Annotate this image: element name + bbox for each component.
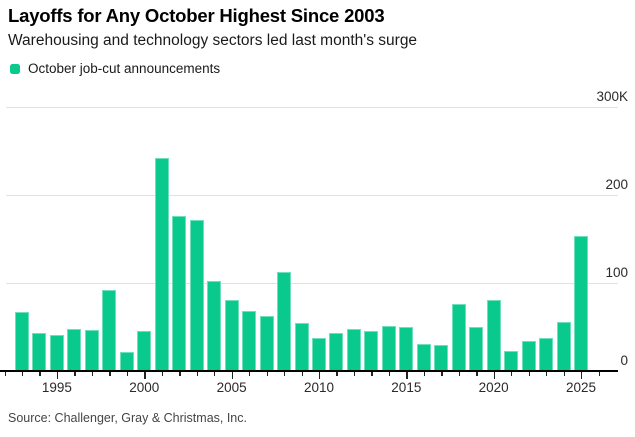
x-axis-tick-2026	[598, 371, 600, 376]
legend-label: October job-cut announcements	[28, 61, 221, 76]
x-axis-label-2020: 2020	[478, 380, 509, 395]
y-axis-label-200: 200	[605, 177, 628, 192]
x-axis-label-1995: 1995	[41, 380, 72, 395]
x-axis-label-2010: 2010	[303, 380, 334, 395]
bar-2006[interactable]	[242, 311, 257, 371]
x-axis-label-2025: 2025	[566, 380, 597, 395]
x-axis-tick-2012	[353, 371, 356, 376]
x-axis-tick-2004	[214, 371, 216, 376]
x-axis-tick-2023	[546, 371, 548, 376]
bar-2019[interactable]	[469, 327, 484, 371]
bar-2001[interactable]	[154, 158, 169, 371]
x-axis-tick-2022	[528, 371, 530, 376]
x-axis-tick-2002	[179, 371, 181, 376]
bar-2018[interactable]	[451, 304, 466, 371]
bar-2008[interactable]	[277, 271, 292, 371]
x-axis-tick-1997	[91, 371, 94, 376]
chart-subtitle: Warehousing and technology sectors led l…	[8, 32, 418, 49]
bar-2013[interactable]	[364, 330, 379, 371]
x-axis-tick-2006	[249, 371, 251, 376]
x-axis-tick-2020	[493, 371, 495, 379]
chart-title: Layoffs for Any October Highest Since 20…	[8, 5, 385, 26]
bar-1997[interactable]	[84, 329, 99, 371]
bar-1996[interactable]	[67, 328, 82, 371]
bar-2005[interactable]	[224, 299, 239, 371]
x-axis-label-2015: 2015	[391, 380, 422, 395]
x-axis-tick-1996	[74, 371, 76, 376]
bar-2012[interactable]	[346, 328, 361, 371]
bar-2010[interactable]	[311, 337, 326, 371]
x-axis-tick-2015	[406, 371, 408, 379]
y-axis-label-100: 100	[605, 265, 628, 280]
x-axis-tick-2021	[511, 371, 513, 376]
x-axis-tick-2011	[336, 371, 338, 376]
x-axis-tick-1995	[56, 371, 59, 379]
bar-2002[interactable]	[172, 216, 187, 371]
bar-1993[interactable]	[15, 312, 29, 371]
x-axis-tick-2013	[371, 371, 373, 376]
bar-2000[interactable]	[137, 331, 152, 371]
bar-2014[interactable]	[381, 326, 396, 371]
x-axis-tick-2008	[284, 371, 286, 376]
bar-2017[interactable]	[434, 344, 449, 371]
x-axis-tick-2005	[231, 371, 233, 379]
gridline-300K	[6, 107, 618, 108]
bar-2021[interactable]	[504, 350, 519, 371]
x-axis-tick-2018	[458, 371, 461, 376]
bar-2004[interactable]	[207, 281, 222, 371]
x-axis-tick-1993	[22, 371, 24, 376]
bar-1995[interactable]	[49, 334, 64, 371]
x-axis-tick-2024	[563, 371, 565, 376]
bar-2024[interactable]	[556, 321, 571, 371]
legend-swatch-icon	[10, 63, 20, 74]
bar-2016[interactable]	[416, 343, 431, 371]
bar-2022[interactable]	[521, 341, 536, 371]
x-axis-label-2005: 2005	[216, 380, 247, 395]
bar-2011[interactable]	[329, 333, 344, 371]
x-axis-tick-1998	[109, 371, 111, 376]
gridline-100	[6, 283, 618, 284]
x-axis-tick-2007	[266, 371, 268, 376]
y-axis-label-0: 0	[620, 353, 628, 368]
chart-legend: October job-cut announcements	[10, 61, 220, 76]
x-axis-tick-2003	[196, 371, 198, 376]
bar-2015[interactable]	[399, 327, 414, 371]
bar-1999[interactable]	[119, 351, 134, 371]
x-axis-tick-1994	[39, 371, 41, 376]
x-axis-tick-1999	[126, 371, 129, 376]
bar-2025[interactable]	[574, 236, 589, 371]
source-attribution: Source: Challenger, Gray & Christmas, In…	[8, 411, 247, 425]
x-axis-tick-2001	[161, 371, 164, 376]
bar-2020[interactable]	[486, 299, 501, 371]
x-axis-tick-2019	[476, 371, 478, 376]
bar-2007[interactable]	[259, 316, 274, 371]
bar-1998[interactable]	[102, 290, 117, 371]
x-axis-tick-2025	[581, 371, 583, 379]
bar-2023[interactable]	[539, 338, 554, 371]
x-axis-tick-2010	[318, 371, 321, 379]
x-axis-tick-1992	[4, 371, 6, 376]
y-axis-label-300K: 300K	[596, 89, 628, 104]
x-axis-tick-2014	[388, 371, 391, 376]
x-axis-tick-2009	[301, 371, 303, 376]
x-axis-tick-2000	[144, 371, 146, 379]
x-axis-line	[0, 369, 618, 372]
x-axis-label-2000: 2000	[129, 380, 160, 395]
gridline-200	[6, 195, 618, 196]
bar-1994[interactable]	[32, 333, 47, 371]
bar-2003[interactable]	[189, 219, 204, 371]
bar-2009[interactable]	[294, 322, 309, 371]
x-axis-tick-2016	[423, 371, 426, 376]
x-axis-tick-2017	[441, 371, 443, 376]
